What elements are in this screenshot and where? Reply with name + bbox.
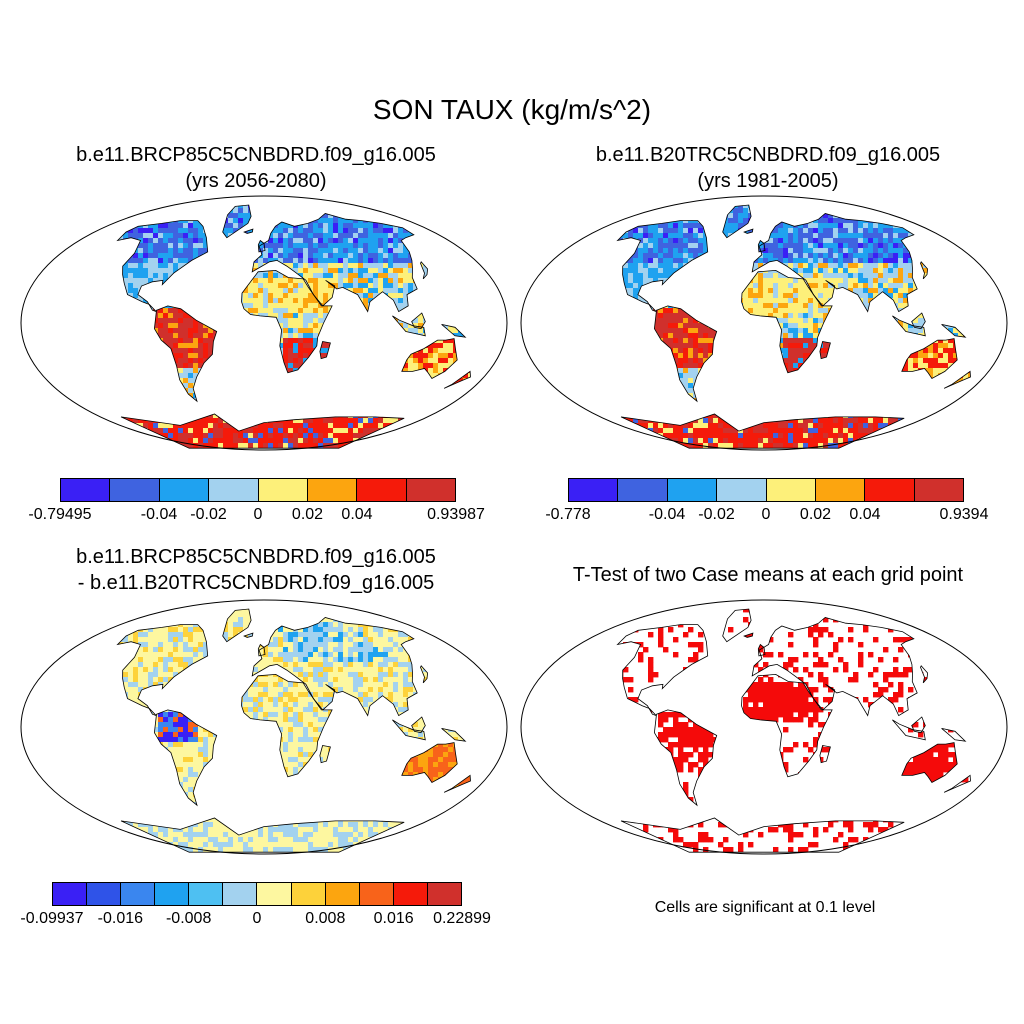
colorbar-box [393, 883, 428, 905]
colorbar-box [357, 479, 407, 501]
panel3-title-line1: b.e11.BRCP85C5CNBDRD.f09_g16.005 [76, 546, 436, 568]
colorbar-panel-2 [568, 478, 964, 502]
colorbar-panel-1 [60, 478, 456, 502]
colorbar-box [569, 479, 619, 501]
colorbar-label: 0 [252, 910, 262, 927]
colorbar-box [427, 883, 461, 905]
colorbar-box [766, 479, 816, 501]
colorbar-box [223, 883, 258, 905]
colorbar-box [667, 479, 718, 501]
colorbar-label: 0.016 [373, 910, 414, 927]
colorbar-box [61, 479, 111, 501]
colorbar-label: -0.79495 [28, 506, 92, 523]
colorbar-box [291, 883, 326, 905]
colorbar-box [914, 479, 963, 501]
colorbar-panel-3 [52, 882, 462, 906]
colorbar-box [717, 479, 767, 501]
colorbar-label: -0.016 [97, 910, 144, 927]
colorbar-box [258, 479, 308, 501]
colorbar-label: -0.04 [140, 506, 178, 523]
colorbar-box [325, 883, 360, 905]
significance-note: Cells are significant at 0.1 level [654, 899, 876, 916]
colorbar-box [815, 479, 866, 501]
colorbar-label: -0.09937 [20, 910, 84, 927]
colorbar-label: 0.22899 [433, 910, 491, 927]
main-title: SON TAUX (kg/m/s^2) [372, 94, 652, 125]
panel1-title-line1: b.e11.BRCP85C5CNBDRD.f09_g16.005 [76, 144, 436, 166]
panel1-title-line2: (yrs 2056-2080) [185, 170, 327, 192]
colorbar-box [618, 479, 668, 501]
colorbar-box [87, 883, 122, 905]
colorbar-box [110, 479, 160, 501]
colorbar-label: 0.04 [341, 506, 373, 523]
panel3-title-line2: - b.e11.B20TRC5CNBDRD.f09_g16.005 [77, 572, 435, 594]
colorbar-label: 0 [253, 506, 263, 523]
colorbar-box [121, 883, 156, 905]
colorbar-box [209, 479, 259, 501]
colorbar-label: -0.04 [648, 506, 686, 523]
map-panel-1 [20, 195, 508, 451]
colorbar-label: 0.02 [291, 506, 324, 523]
colorbar-box [406, 479, 455, 501]
map-panel-3 [20, 599, 508, 855]
colorbar-label: 0.04 [849, 506, 881, 523]
colorbar-box [155, 883, 190, 905]
panel2-title-line1: b.e11.B20TRC5CNBDRD.f09_g16.005 [595, 144, 941, 166]
colorbar-label: -0.02 [190, 506, 227, 523]
colorbar-label: -0.008 [165, 910, 212, 927]
map-panel-2 [520, 195, 1008, 451]
panel2-title-line2: (yrs 1981-2005) [697, 170, 839, 192]
map-panel-4 [520, 599, 1008, 855]
colorbar-label: 0.93987 [427, 506, 485, 523]
colorbar-box [53, 883, 88, 905]
colorbar-box [257, 883, 292, 905]
panel4-title: T-Test of two Case means at each grid po… [572, 564, 964, 586]
colorbar-box [307, 479, 358, 501]
colorbar-label: 0.008 [305, 910, 346, 927]
colorbar-label: -0.02 [698, 506, 735, 523]
colorbar-label: -0.778 [545, 506, 591, 523]
colorbar-box [159, 479, 210, 501]
colorbar-label: 0 [761, 506, 771, 523]
colorbar-box [865, 479, 915, 501]
colorbar-label: 0.9394 [939, 506, 989, 523]
colorbar-box [189, 883, 224, 905]
colorbar-label: 0.02 [799, 506, 832, 523]
colorbar-box [359, 883, 394, 905]
